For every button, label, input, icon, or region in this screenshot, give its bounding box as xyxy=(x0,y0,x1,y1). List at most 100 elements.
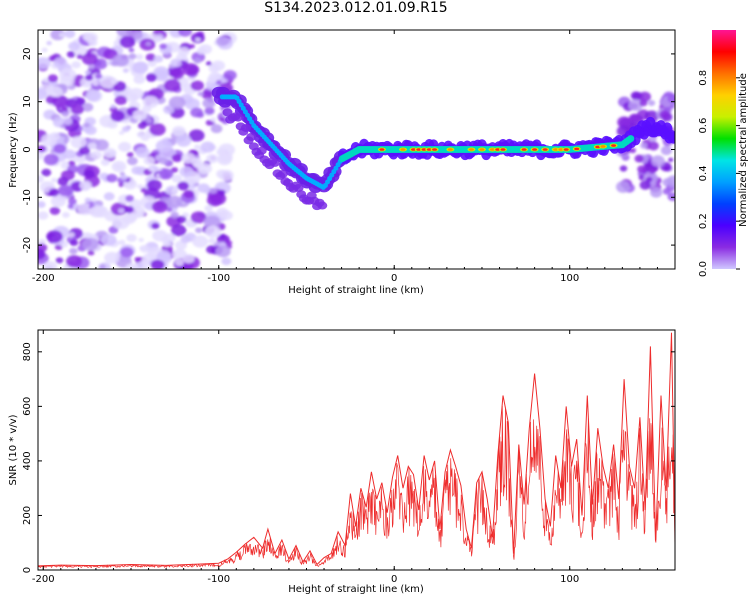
snr-panel: -200 -100 0 100 0 200 400 600 800 Height of str… xyxy=(8,329,676,595)
noise-blob xyxy=(221,257,232,266)
colorbar-gradient xyxy=(712,30,736,269)
noise-blob xyxy=(50,30,66,41)
noise-blob xyxy=(163,105,175,114)
ridge-peak xyxy=(468,148,474,151)
snr-y-tick-label: 0 xyxy=(22,567,33,573)
noise-blob xyxy=(87,64,95,70)
noise-blob xyxy=(148,167,155,172)
noise-blob xyxy=(61,106,68,112)
noise-blob xyxy=(217,189,226,196)
noise-blob xyxy=(41,168,52,177)
noise-blob xyxy=(53,57,68,68)
noise-blob xyxy=(190,107,204,118)
spectrogram-x-tick-label: 0 xyxy=(391,273,397,284)
noise-blob xyxy=(146,179,162,191)
noise-blob xyxy=(112,216,130,230)
noise-blob xyxy=(81,237,99,251)
noise-blob xyxy=(137,122,147,129)
colorbar: 0.0 0.2 0.4 0.6 0.8 Normalized spectral ampl… xyxy=(698,30,749,277)
ridge-echo xyxy=(293,183,304,192)
noise-blob xyxy=(46,40,52,46)
noise-blob xyxy=(216,36,230,47)
noise-blob xyxy=(38,88,48,100)
noise-blob xyxy=(110,110,125,122)
noise-blob xyxy=(110,104,116,109)
noise-blob xyxy=(650,187,663,198)
noise-blob xyxy=(649,168,656,174)
figure-title: S134.2023.012.01.09.R15 xyxy=(264,0,448,16)
noise-blob xyxy=(196,47,207,55)
ridge-echo xyxy=(317,201,328,210)
ridge-peak xyxy=(421,148,427,151)
noise-blob xyxy=(190,211,207,224)
spectrogram-ridge xyxy=(211,86,675,211)
snr-y-tick-label: 400 xyxy=(22,451,33,470)
noise-blob xyxy=(200,141,215,153)
ridge-peak xyxy=(563,148,569,151)
ridge-core xyxy=(627,135,635,143)
noise-blob xyxy=(135,146,150,158)
noise-blob xyxy=(100,158,110,166)
spectrogram-noise xyxy=(38,30,675,269)
ridge-peak xyxy=(595,145,601,149)
noise-blob xyxy=(151,200,168,213)
snr-x-tick-label: 100 xyxy=(560,574,579,585)
noise-blob xyxy=(190,80,205,91)
noise-blob xyxy=(57,176,69,186)
colorbar-tick-label: 0.0 xyxy=(698,261,709,277)
noise-blob xyxy=(125,195,135,202)
noise-blob xyxy=(163,79,181,92)
noise-blob xyxy=(651,155,665,167)
noise-blob xyxy=(71,61,81,69)
noise-blob xyxy=(85,89,101,102)
noise-blob xyxy=(126,233,137,243)
spectrogram-y-label: Frequency (Hz) xyxy=(8,112,19,188)
noise-blob xyxy=(170,58,182,68)
noise-blob xyxy=(158,157,168,165)
noise-blob xyxy=(168,96,186,109)
noise-blob xyxy=(177,181,189,191)
colorbar-tick-label: 0.6 xyxy=(698,118,709,134)
noise-blob xyxy=(76,54,83,60)
noise-blob xyxy=(82,32,94,41)
noise-blob xyxy=(38,211,49,220)
noise-blob xyxy=(38,248,46,260)
noise-blob xyxy=(53,143,67,154)
noise-blob xyxy=(193,144,201,150)
noise-blob xyxy=(128,87,144,100)
noise-blob xyxy=(134,256,141,262)
noise-blob xyxy=(69,247,78,255)
noise-blob xyxy=(46,230,63,243)
noise-blob xyxy=(639,99,648,107)
noise-blob xyxy=(38,145,46,153)
ridge-peak xyxy=(411,148,417,151)
spectrogram-x-tick-label: 100 xyxy=(560,273,579,284)
noise-blob xyxy=(151,222,160,230)
noise-blob xyxy=(145,53,156,62)
noise-blob xyxy=(202,98,216,109)
colorbar-tick-label: 0.2 xyxy=(698,213,709,229)
noise-blob xyxy=(51,177,58,183)
noise-blob xyxy=(124,263,139,269)
noise-blob xyxy=(634,154,644,163)
noise-blob xyxy=(192,235,209,248)
ridge-echo xyxy=(233,113,244,122)
noise-blob xyxy=(195,37,201,42)
colorbar-tick-label: 0.4 xyxy=(698,165,709,181)
noise-blob xyxy=(189,44,195,49)
noise-blob xyxy=(159,43,167,50)
ridge-peak xyxy=(553,148,559,151)
noise-blob xyxy=(197,91,204,97)
noise-blob xyxy=(193,58,202,64)
noise-blob xyxy=(68,160,76,166)
ridge-echo xyxy=(246,132,257,141)
noise-blob xyxy=(89,205,105,218)
noise-blob xyxy=(88,39,98,47)
noise-blob xyxy=(180,235,191,244)
snr-background xyxy=(38,330,675,570)
noise-blob xyxy=(70,136,87,149)
noise-blob xyxy=(146,118,153,124)
noise-blob xyxy=(188,129,205,142)
ridge-peak xyxy=(574,147,580,151)
snr-x-tick-label: -100 xyxy=(207,574,230,585)
